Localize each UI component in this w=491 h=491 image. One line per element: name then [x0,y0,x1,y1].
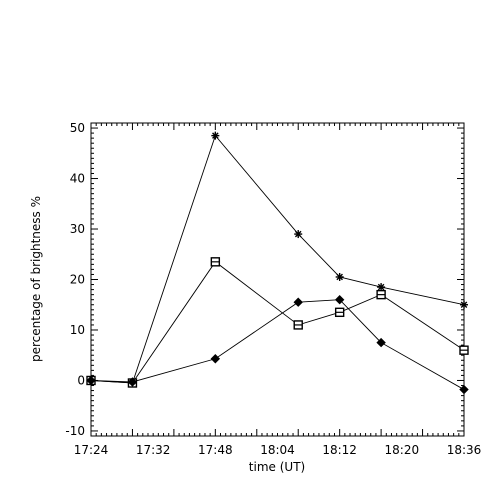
series-1 [87,131,468,387]
plot-frame [90,122,465,437]
y-tick-label: 40 [70,172,85,186]
series-line [90,261,465,384]
x-tick-label: 18:36 [447,443,482,457]
x-tick-label: 18:04 [260,443,295,457]
series-3 [86,294,469,395]
y-axis-title: percentage of brightness % [29,196,43,362]
y-tick-label: 20 [70,273,85,287]
y-tick-label: 10 [70,323,85,337]
data-point-square [459,345,469,355]
axis-ticks [90,123,465,436]
data-point-diamond [210,354,221,364]
x-tick-label: 17:24 [74,443,109,457]
x-tick-label: 18:12 [322,443,357,457]
x-tick-label: 18:20 [385,443,420,457]
data-point-asterisk [294,230,303,239]
series-line [90,134,465,384]
data-point-asterisk [377,283,386,292]
x-tick-label: 17:32 [136,443,171,457]
data-point-diamond [293,297,303,307]
series-2 [86,257,469,388]
y-tick-label: -10 [65,424,85,438]
data-point-asterisk [460,300,468,309]
y-tick-labels: -10 0 10 20 30 40 50 [65,121,85,438]
y-tick-label: 0 [77,373,85,387]
data-point-diamond [127,377,138,387]
x-tick-label: 17:48 [198,443,233,457]
data-point-asterisk [335,272,344,281]
y-tick-label: 30 [70,222,85,236]
data-point-asterisk [211,131,220,140]
x-axis-title: time (UT) [249,460,305,474]
y-tick-label: 50 [70,121,85,135]
data-point-square [293,320,303,330]
series-layer [86,131,469,395]
data-point-square [334,307,345,318]
data-point-diamond [86,375,96,386]
data-point-diamond [459,384,469,395]
data-point-square [376,289,386,300]
data-point-diamond [376,337,386,348]
data-point-diamond [334,294,345,305]
x-tick-labels: 17:24 17:32 17:48 18:04 18:12 18:20 18:36 [74,443,482,457]
data-point-square [210,257,221,267]
